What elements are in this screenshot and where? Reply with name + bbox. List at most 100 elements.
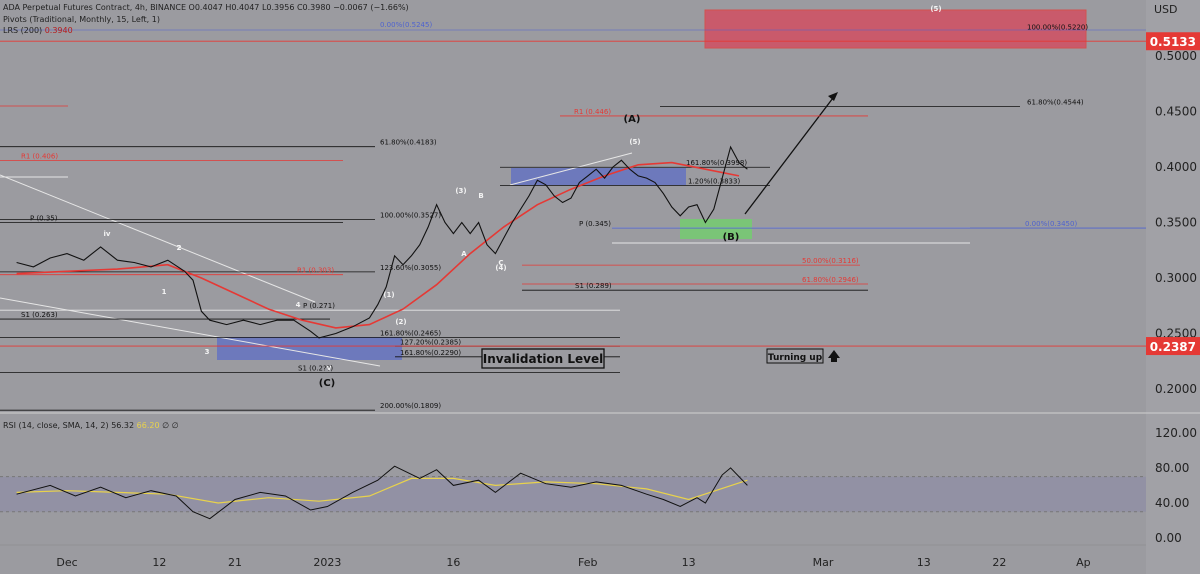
price-axis[interactable] [1146, 0, 1200, 574]
wave-label: 2 [177, 244, 182, 252]
trend-line-upper[interactable] [509, 152, 633, 186]
rsi-indicator[interactable]: RSI (14, close, SMA, 14, 2) 56.32 66.20 … [3, 421, 179, 430]
support-zone-box[interactable] [680, 219, 752, 239]
price-badge-label: 0.2387 [1150, 340, 1196, 354]
chart-header: ADA Perpetual Futures Contract, 4h, BINA… [3, 3, 409, 12]
wave-label: 4 [296, 301, 301, 309]
fib-level-label: P (0.35) [30, 215, 58, 223]
ohlc-high: H0.4047 [225, 3, 260, 12]
rsi-value: 56.32 [111, 421, 135, 430]
projection-arrow[interactable] [744, 93, 837, 215]
pivots-indicator-label[interactable]: Pivots (Traditional, Monthly, 15, Left, … [3, 15, 160, 24]
time-tick-label: 21 [228, 556, 242, 569]
price-tick-label: 0.2000 [1155, 382, 1197, 396]
fib-level-label: 123.60%(0.3055) [380, 264, 441, 272]
ohlc-open: O0.4047 [188, 3, 223, 12]
axis-labels: 0.5000 0.4500 0.4000 0.3500 0.3000 0.2500 0.20… [0, 32, 1200, 569]
price-tick-label: 0.4000 [1155, 160, 1197, 174]
fib-level-label: 161.80%(0.2290) [400, 349, 461, 357]
rsi-tick-label: 120.00 [1155, 426, 1197, 440]
time-tick-label: 12 [152, 556, 166, 569]
invalidation-label-box[interactable] [481, 348, 605, 369]
fib-level-label: 100.00%(0.5220) [1027, 24, 1088, 32]
fib-level-label: P (0.345) [579, 220, 611, 228]
time-tick-label: 22 [992, 556, 1006, 569]
wave-b-zone-box[interactable] [511, 168, 686, 185]
price-tick-label: 0.5000 [1155, 49, 1197, 63]
invalidation-label: Invalidation Level [483, 352, 604, 366]
fib-level-label: R1 (0.303) [297, 267, 334, 275]
rsi-tick-label: 0.00 [1155, 531, 1182, 545]
wave-label: C [498, 259, 503, 267]
up-arrow-icon [828, 350, 840, 362]
wave-label: A [461, 250, 467, 258]
rsi-label: RSI (14, close, SMA, 14, 2) [3, 421, 109, 430]
symbol-line: ADA Perpetual Futures Contract, 4h, BINA… [3, 3, 186, 12]
wave-label: B [478, 192, 483, 200]
fib-level-label: 161.80%(0.2465) [380, 329, 441, 337]
fib-level-label: 1.20%(0.3833) [688, 178, 740, 186]
fib-level-label: S1 (0.289) [575, 282, 612, 290]
fib-level-label: 61.80%(0.4544) [1027, 99, 1084, 107]
lrs-label: LRS (200) [3, 26, 43, 35]
price-tick-label: 0.4500 [1155, 105, 1197, 119]
price-badge [1146, 32, 1200, 51]
fib-level-label: 100.00%(0.3527) [380, 212, 441, 220]
fib-level-label: 50.00%(0.3116) [802, 257, 859, 265]
price-tick-label: 0.2500 [1155, 327, 1197, 341]
lrs-value: 0.3940 [44, 26, 73, 35]
lrs-indicator[interactable]: LRS (200) 0.3940 [3, 26, 73, 35]
fib-level-label: 61.80%(0.4183) [380, 139, 437, 147]
fib-level-label: S1 (0.2??) [298, 364, 333, 372]
wave-label: (B) [723, 232, 740, 243]
fib-levels: 100.00%(0.5220) 0.00%(0.5245) 61.80%(0.454… [0, 21, 1146, 411]
wave-label: iv [104, 230, 111, 238]
time-tick-label: Ap [1076, 556, 1091, 569]
wave-label: (C) [319, 378, 335, 389]
turning-up-box[interactable] [766, 348, 824, 364]
time-tick-label: Dec [56, 556, 77, 569]
rsi-band [0, 476, 1146, 512]
time-tick-label: 2023 [313, 556, 341, 569]
time-tick-label: 13 [917, 556, 931, 569]
wave-label: 3 [205, 348, 210, 356]
moving-average-line [16, 161, 740, 329]
fib-level-label: R1 (0.446) [574, 108, 611, 116]
wave-label: (5) [629, 138, 640, 146]
invalidation-zone-box[interactable] [217, 337, 402, 360]
wave-label: 2 [177, 244, 182, 252]
fib-level-label: 200.00%(0.1809) [380, 402, 441, 410]
wave-label: 1 [162, 288, 167, 296]
fib-level-label: P (0.271) [303, 302, 335, 310]
wave-label: v [327, 364, 332, 372]
fib-level-label: 161.80%(0.3998) [686, 159, 747, 167]
time-tick-label: Feb [578, 556, 597, 569]
wedge-upper-line[interactable] [0, 174, 316, 303]
wave-label: (1) [383, 291, 394, 299]
turning-up-label: Turning up [768, 353, 823, 363]
wave-label: (A) [624, 114, 641, 125]
rsi-extra: ∅ ∅ [162, 421, 179, 430]
price-badge-label: 0.5133 [1150, 35, 1196, 49]
time-tick-label: 16 [446, 556, 460, 569]
wave-label: (2) [395, 318, 406, 326]
price-badge [1146, 337, 1200, 356]
ohlc-low: L0.3956 [261, 3, 295, 12]
price-tick-label: 0.3000 [1155, 271, 1197, 285]
fib-level-label: S1 (0.263) [21, 311, 58, 319]
wedge-lower-line[interactable] [0, 297, 381, 367]
price-series [16, 145, 748, 339]
wave-label: (5) [930, 5, 941, 13]
currency-label: USD [1154, 3, 1178, 16]
wave-label: (4) [495, 264, 506, 272]
ohlc-change: −0.0067 (−1.66%) [333, 3, 409, 12]
time-tick-label: 13 [682, 556, 696, 569]
time-tick-label: Mar [813, 556, 834, 569]
rsi-pane[interactable] [0, 465, 1146, 520]
projection-arrowhead [828, 92, 838, 101]
fib-level-label: 61.80%(0.2946) [802, 276, 859, 284]
rsi-tick-label: 40.00 [1155, 496, 1189, 510]
wave-label: (3) [455, 187, 466, 195]
